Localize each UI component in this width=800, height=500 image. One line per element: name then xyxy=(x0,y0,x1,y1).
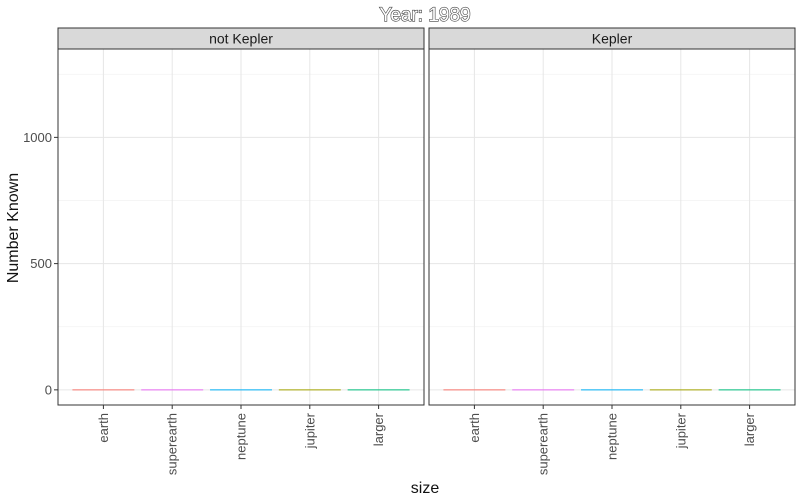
x-tick-label: superearth xyxy=(165,413,180,475)
x-tick-label: neptune xyxy=(605,413,620,460)
x-tick-label: jupiter xyxy=(302,412,317,449)
x-tick-label: earth xyxy=(467,413,482,443)
x-tick-label: earth xyxy=(96,413,111,443)
facet-strip xyxy=(428,27,796,50)
facet-strip-label: Kepler xyxy=(592,31,633,47)
facet-strip xyxy=(57,27,425,50)
x-tick-label: superearth xyxy=(536,413,551,475)
y-tick-label: 1000 xyxy=(23,130,52,145)
x-tick-label: larger xyxy=(742,412,757,446)
x-tick-label: larger xyxy=(371,412,386,446)
x-tick-label: jupiter xyxy=(673,412,688,449)
y-tick-label: 0 xyxy=(45,382,52,397)
plot-area: 0 500 1000 not Kepler earth superearth neptune… xyxy=(23,27,796,475)
facet-strip-label: not Kepler xyxy=(209,31,273,47)
x-tick-label: neptune xyxy=(234,413,249,460)
chart-title: Year: 1989 xyxy=(379,5,470,26)
y-axis-title: Number Known xyxy=(5,173,22,283)
x-axis-title: size xyxy=(411,480,440,497)
y-tick-label: 500 xyxy=(30,256,52,271)
